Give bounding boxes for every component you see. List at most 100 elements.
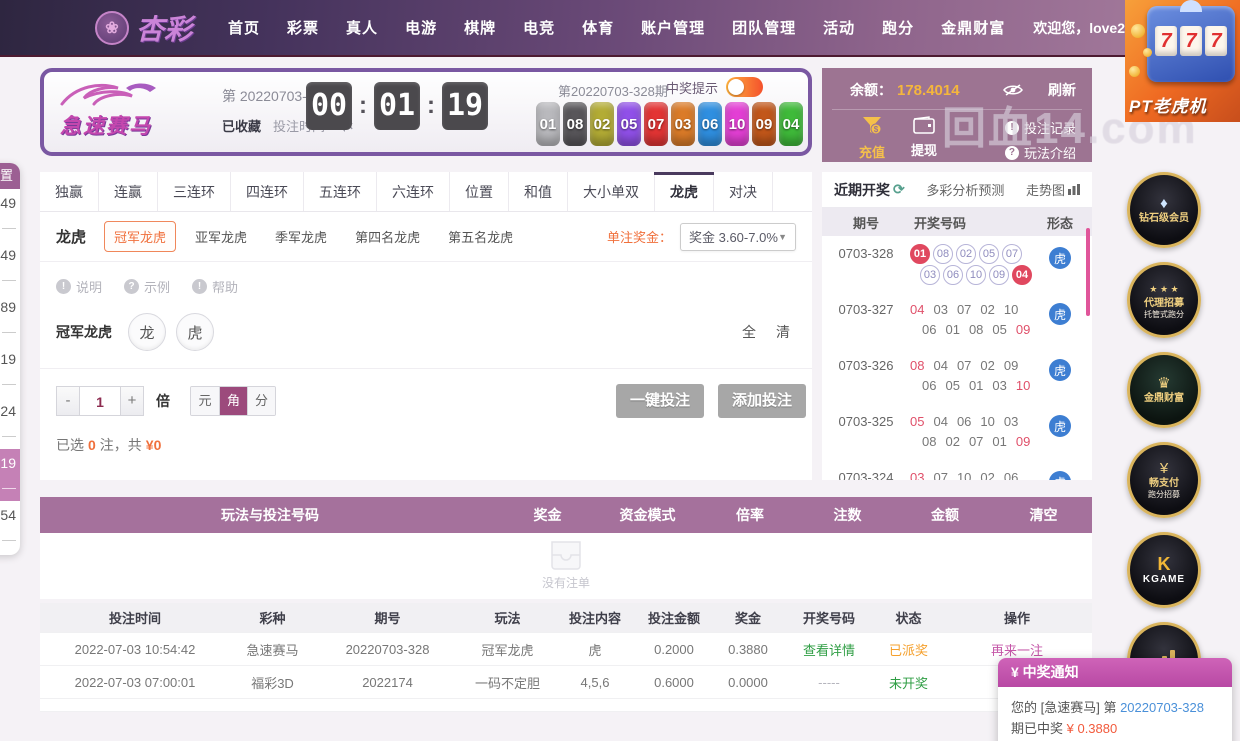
recent-row[interactable]: 0703-328 01 08 02 05 07 03 06 10 09 04 虎 — [822, 236, 1092, 292]
win-notice-popup[interactable]: ¥ 中奖通知 您的 [急速赛马] 第 20220703-328 期已中奖 ¥ 0… — [998, 658, 1232, 741]
help-link[interactable]: ! 帮助 — [192, 277, 238, 296]
bet-buttons: 一键投注 添加投注 — [616, 384, 808, 418]
diamond-member-badge[interactable]: ♦ 钻石级会员 — [1127, 172, 1201, 248]
recent-panel-tabs: 近期开奖 ⟳ 多彩分析预测 走势图 — [822, 172, 1092, 208]
subtab-fifth-longhu[interactable]: 第五名龙虎 — [448, 230, 514, 245]
add-bet-button[interactable]: 添加投注 — [718, 384, 806, 418]
tab-silianhuan[interactable]: 四连环 — [231, 172, 304, 211]
tab-sanlianhuan[interactable]: 三连环 — [158, 172, 231, 211]
quick-bet-button[interactable]: 一键投注 — [616, 384, 704, 418]
notice-issue[interactable]: 20220703-328 — [1120, 700, 1204, 715]
left-panel-item[interactable]: 49 — [0, 189, 20, 241]
subnav-group-label: 龙虎 — [56, 229, 87, 246]
left-panel-item[interactable]: 89 — [0, 293, 20, 345]
unit-jiao[interactable]: 角 — [219, 387, 247, 415]
nav-item-activity[interactable]: 活动 — [823, 20, 856, 37]
countdown-minutes: 01 — [374, 82, 420, 130]
banner-title: PT老虎机 — [1129, 97, 1207, 116]
clear-all-button[interactable]: 清空 — [1029, 507, 1058, 523]
subtab-runnerup-longhu[interactable]: 亚军龙虎 — [195, 230, 248, 245]
multiplier-input[interactable]: 1 — [80, 386, 120, 416]
left-panel-item[interactable]: 54 — [0, 501, 20, 553]
eye-off-icon[interactable] — [1003, 83, 1023, 97]
account-actions-row: $ 充值 提现 ! 投注记录 ? 玩法介绍 — [822, 110, 1092, 162]
left-panel-item[interactable]: 49 — [0, 241, 20, 293]
nav-item-jinding-wealth[interactable]: 金鼎财富 — [941, 20, 1006, 37]
tab-trend-chart[interactable]: 走势图 — [1026, 180, 1080, 199]
left-panel-item[interactable]: 24 — [0, 397, 20, 449]
draw-number: 10 — [966, 265, 986, 285]
recent-row[interactable]: 0703-325 05 04 06 10 03 08 02 07 01 09 虎 — [822, 404, 1092, 460]
nav-item-paofen[interactable]: 跑分 — [882, 20, 915, 37]
recharge-button[interactable]: $ 充值 — [846, 116, 898, 162]
unit-fen[interactable]: 分 — [247, 387, 275, 415]
tab-duying[interactable]: 独赢 — [40, 172, 99, 211]
recent-row[interactable]: 0703-327 04 03 07 02 10 06 01 08 05 09 虎 — [822, 292, 1092, 348]
nav-item-team-management[interactable]: 团队管理 — [732, 20, 797, 37]
tab-weizhi[interactable]: 位置 — [450, 172, 509, 211]
tab-lianying[interactable]: 连赢 — [99, 172, 158, 211]
unit-yuan[interactable]: 元 — [191, 387, 219, 415]
increase-button[interactable]: + — [120, 386, 144, 416]
subtab-fourth-longhu[interactable]: 第四名龙虎 — [355, 230, 421, 245]
recent-row[interactable]: 0703-326 08 04 07 02 09 06 05 01 03 10 虎 — [822, 348, 1092, 404]
tab-analysis-prediction[interactable]: 多彩分析预测 — [926, 183, 1005, 198]
nav-item-live-casino[interactable]: 真人 — [346, 20, 379, 37]
clear-button[interactable]: 清 — [776, 324, 790, 340]
tab-daxiaodanshuang[interactable]: 大小单双 — [568, 172, 655, 211]
tab-wulianhuan[interactable]: 五连环 — [304, 172, 377, 211]
draw-number: 05 — [979, 244, 999, 264]
countdown-hours: 00 — [306, 82, 352, 130]
bet-count: 0 — [88, 437, 96, 453]
bet-again-link[interactable]: 再来一注 — [990, 642, 1043, 658]
jinding-wealth-badge[interactable]: ♛ 金鼎财富 — [1127, 352, 1201, 428]
select-controls: 全 清 — [742, 322, 790, 342]
nav-item-home[interactable]: 首页 — [228, 20, 261, 37]
left-panel-item[interactable]: 19 — [0, 345, 20, 397]
decrease-button[interactable]: - — [56, 386, 80, 416]
nav-item-lottery[interactable]: 彩票 — [287, 20, 320, 37]
subtab-third-longhu[interactable]: 季军龙虎 — [275, 230, 328, 245]
prize-select[interactable]: 奖金 3.60-7.0% ▼ — [680, 222, 796, 251]
option-dragon[interactable]: 龙 — [128, 313, 166, 351]
refresh-icon[interactable]: ⟳ — [893, 181, 905, 197]
kgame-badge[interactable]: K KGAME — [1127, 532, 1201, 608]
tab-recent-draws[interactable]: 近期开奖 ⟳ — [834, 181, 905, 198]
option-tiger[interactable]: 虎 — [176, 313, 214, 351]
view-details-link[interactable]: 查看详情 — [802, 642, 855, 658]
withdraw-button[interactable]: 提现 — [898, 116, 950, 162]
win-tip-toggle[interactable] — [726, 77, 764, 97]
tab-longhu[interactable]: 龙虎 — [654, 172, 714, 211]
subtab-champion-longhu[interactable]: 冠军龙虎 — [104, 221, 177, 252]
crown-icon: ♛ — [1157, 374, 1171, 392]
tab-hezhi[interactable]: 和值 — [509, 172, 568, 211]
play-intro-link[interactable]: ? 玩法介绍 — [1004, 143, 1076, 162]
tab-duijue[interactable]: 对决 — [714, 172, 773, 211]
favorite-label[interactable]: 已收藏 — [222, 119, 262, 134]
nav-item-account-management[interactable]: 账户管理 — [641, 20, 706, 37]
left-panel-header[interactable]: 置 — [0, 163, 20, 189]
tab-liulianhuan[interactable]: 六连环 — [377, 172, 450, 211]
site-logo[interactable]: ❀ 杏彩 — [95, 8, 192, 48]
prize-label: 单注奖金： — [606, 230, 672, 245]
bet-records-link[interactable]: ! 投注记录 — [1004, 118, 1076, 137]
nav-item-egames[interactable]: 电游 — [405, 20, 438, 37]
select-all-button[interactable]: 全 — [742, 324, 756, 340]
nav-item-sports[interactable]: 体育 — [582, 20, 615, 37]
nav-item-board-games[interactable]: 棋牌 — [464, 20, 497, 37]
instructions-link[interactable]: ! 说明 — [56, 277, 102, 296]
stars-icon: ★ ★ ★ — [1149, 283, 1179, 294]
refresh-button[interactable]: 刷新 — [1048, 82, 1076, 98]
left-panel-item-active[interactable]: 19 — [0, 449, 20, 501]
draw-ball: 05 — [617, 102, 641, 146]
chart-icon — [1067, 184, 1080, 195]
chang-pay-badge[interactable]: ¥ 畅支付 跑分招募 — [1127, 442, 1201, 518]
nav-item-esports[interactable]: 电竞 — [523, 20, 556, 37]
account-panel: 余额： 178.4014 刷新 $ 充值 提现 — [822, 68, 1092, 162]
agent-recruit-badge[interactable]: ★ ★ ★ 代理招募 托管式跑分 — [1127, 262, 1201, 338]
scrollbar[interactable] — [1086, 228, 1090, 316]
example-link[interactable]: ? 示例 — [124, 277, 170, 296]
